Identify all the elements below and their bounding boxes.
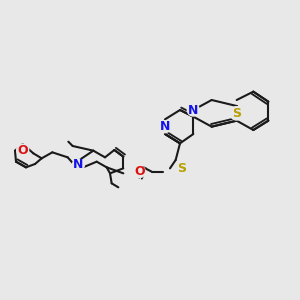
Text: N: N: [160, 120, 170, 133]
Circle shape: [17, 144, 29, 156]
Circle shape: [72, 159, 84, 171]
Circle shape: [133, 166, 145, 178]
Circle shape: [230, 107, 243, 120]
Circle shape: [175, 162, 188, 175]
Text: S: S: [177, 162, 186, 175]
Text: N: N: [188, 103, 199, 116]
Circle shape: [159, 121, 171, 133]
Text: N: N: [73, 158, 83, 172]
Text: S: S: [232, 107, 241, 120]
Text: O: O: [17, 143, 28, 157]
Text: O: O: [134, 165, 145, 178]
Circle shape: [187, 104, 199, 116]
